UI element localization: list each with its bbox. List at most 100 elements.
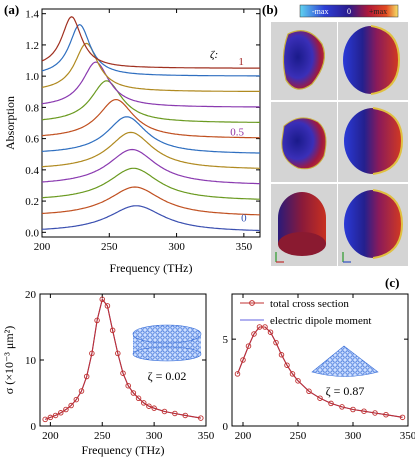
data-point: [120, 370, 126, 376]
legend-label-total: total cross section: [270, 298, 349, 310]
absorption-curve-labels: 10.50: [230, 56, 247, 224]
x-tick-label: 200: [42, 430, 59, 442]
data-point: [52, 412, 59, 419]
x-tick-label: 350: [400, 430, 415, 442]
data-point: [161, 408, 168, 415]
cylinder-mesh-icon: [132, 324, 202, 362]
data-point: [350, 406, 356, 413]
data-point: [146, 403, 152, 409]
absorption-curve: [41, 116, 260, 154]
field-shape: [344, 190, 402, 258]
data-point: [273, 339, 279, 346]
y-tick-label: 0.4: [25, 165, 39, 177]
cross-section-right-ticks: 200 250 300 350 0 5: [223, 294, 415, 442]
field-maps: -max 0 +max: [271, 4, 408, 266]
data-point: [267, 329, 274, 335]
x-tick-label: 250: [94, 430, 111, 442]
colorbar-max-label: +max: [369, 7, 387, 16]
data-point: [361, 408, 367, 414]
y-tick-label: 0.2: [25, 196, 39, 208]
absorption-curve: [41, 131, 260, 169]
field-shape: [278, 232, 326, 256]
data-point: [306, 388, 312, 395]
data-point: [245, 343, 252, 349]
data-point: [372, 410, 378, 416]
legend-marker-total: [249, 300, 255, 306]
y-tick-label: 0: [223, 421, 229, 433]
panel-label-c: (c): [385, 275, 399, 290]
data-point: [399, 414, 406, 421]
absorption-curve: [41, 167, 260, 200]
y-tick-label: 1.0: [25, 71, 39, 83]
absorption-curve: [41, 148, 260, 185]
curve-label: 0: [241, 212, 247, 224]
cone-mesh-icon: [311, 345, 379, 377]
y-tick-label: 5: [223, 334, 229, 346]
cross-section-left-ticks: 200 250 300 350 0 10 20: [25, 289, 215, 442]
absorption-plot-frame: [41, 8, 261, 238]
data-point: [58, 410, 64, 416]
data-point: [68, 402, 74, 409]
data-point: [383, 411, 389, 418]
cross-section-ylabel: σ (×10⁻³ μm²): [2, 326, 16, 395]
data-point: [63, 406, 69, 413]
data-point: [172, 410, 178, 417]
axis-triad-icon: [275, 252, 351, 263]
data-point: [125, 382, 131, 389]
x-tick-label: 300: [146, 430, 163, 442]
colorbar: [299, 4, 399, 18]
zeta-label: ζ:: [210, 49, 218, 61]
inset-label-right: ζ = 0.87: [326, 384, 365, 398]
data-point: [109, 327, 116, 334]
x-tick-label: 350: [236, 241, 253, 253]
absorption-curve: [41, 16, 260, 69]
data-point: [278, 352, 285, 358]
data-point: [317, 395, 323, 401]
field-shape: [281, 117, 327, 170]
data-point: [99, 296, 105, 303]
y-tick-label: 10: [25, 355, 37, 367]
data-point: [151, 405, 157, 411]
y-tick-label: 0.8: [25, 102, 39, 114]
absorption-curve: [41, 80, 260, 123]
absorption-curve: [41, 98, 261, 139]
data-point: [198, 415, 204, 421]
curve-label: 1: [238, 56, 244, 68]
absorption-curves: [41, 16, 261, 232]
data-point: [130, 390, 137, 396]
absorption-ylabel: Absorption: [3, 96, 17, 150]
field-shape-rim: [370, 25, 401, 95]
data-point: [284, 362, 290, 368]
inset-label-left: ζ = 0.02: [148, 369, 187, 383]
absorption-curve: [41, 42, 260, 92]
series-line: [45, 298, 201, 420]
data-point: [47, 414, 54, 421]
y-tick-label: 0: [31, 421, 37, 433]
y-tick-label: 20: [25, 289, 37, 301]
field-shape: [343, 26, 399, 94]
cross-section-right-curves: [234, 324, 406, 421]
absorption-axis-ticks: 200 250 300 350 0.0 0.2 0.4 0.6 0.8 1.0 1.2 1.4: [25, 9, 260, 253]
data-point: [94, 317, 100, 324]
x-tick-label: 200: [235, 430, 252, 442]
data-point: [115, 350, 121, 357]
data-point: [83, 373, 90, 380]
absorption-xlabel: Frequency (THz): [110, 261, 193, 275]
data-point: [328, 400, 334, 407]
y-tick-label: 1.4: [25, 9, 39, 21]
x-tick-label: 200: [34, 241, 51, 253]
field-shape-rim: [372, 189, 404, 259]
cross-section-right-frame: [231, 293, 409, 427]
data-point: [251, 331, 257, 337]
data-point: [289, 371, 296, 377]
data-point: [73, 396, 80, 403]
y-tick-label: 0.0: [25, 227, 39, 239]
series-line: [236, 326, 403, 418]
y-tick-label: 0.6: [25, 134, 39, 146]
x-tick-label: 300: [168, 241, 185, 253]
legend: total cross section electric dipole mome…: [240, 298, 371, 327]
absorption-curve: [41, 61, 260, 108]
data-point: [135, 395, 142, 402]
